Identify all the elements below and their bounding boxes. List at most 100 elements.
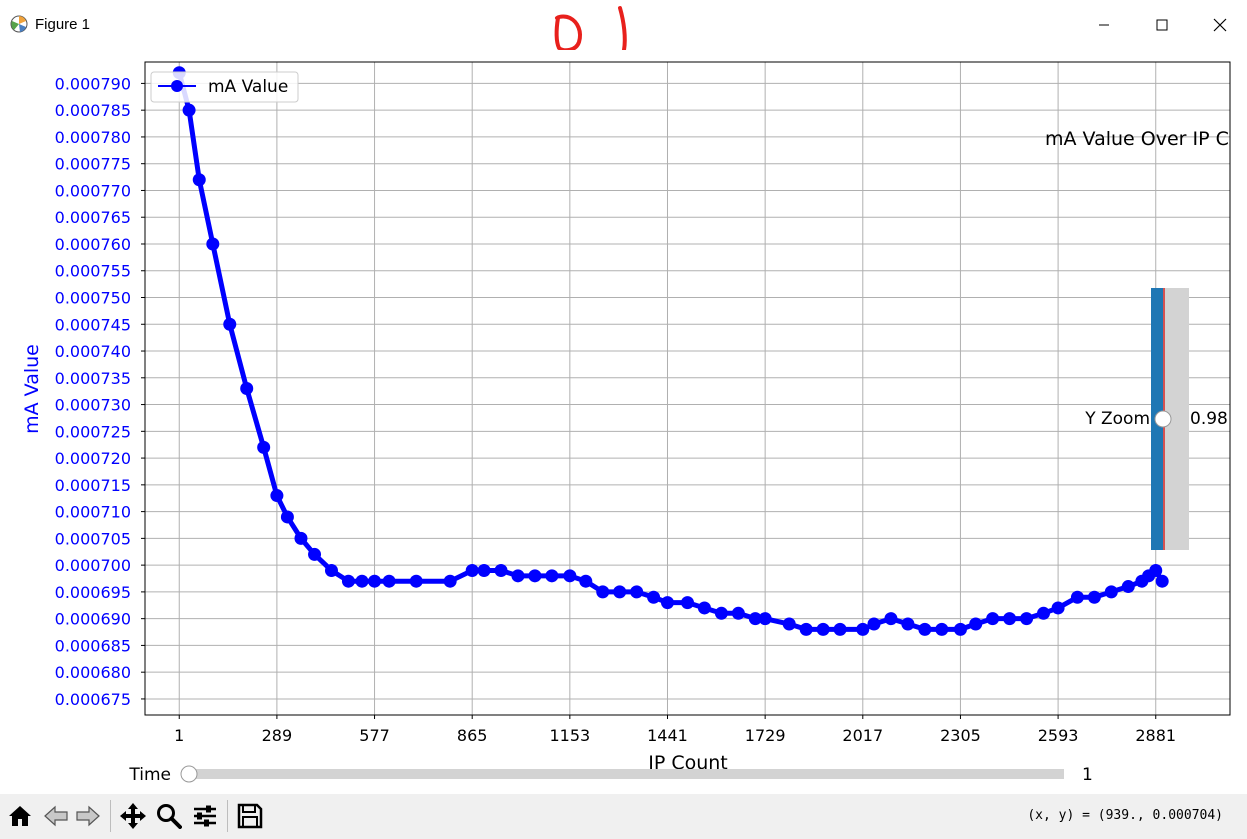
- y-zoom-slider[interactable]: Y Zoom 0.98: [1084, 288, 1228, 550]
- data-point: [1037, 606, 1051, 620]
- y-tick-label: 0.000760: [55, 235, 131, 254]
- data-point: [799, 622, 813, 636]
- data-point: [731, 606, 745, 620]
- y-tick-label: 0.000715: [55, 476, 131, 495]
- x-tick-label: 1729: [745, 726, 786, 745]
- data-point: [355, 574, 369, 588]
- y-tick-label: 0.000750: [55, 289, 131, 308]
- toolbar-separator: [110, 800, 111, 832]
- data-point: [465, 563, 479, 577]
- data-point: [986, 612, 1000, 626]
- data-point: [596, 585, 610, 599]
- data-point: [192, 173, 206, 187]
- plot-area-frame: [144, 61, 1231, 716]
- x-axis-label: IP Count: [648, 752, 728, 774]
- data-point: [368, 574, 382, 588]
- close-button[interactable]: [1191, 0, 1247, 50]
- y-tick-label: 0.000725: [55, 422, 131, 441]
- data-point: [1070, 590, 1084, 604]
- pan-button[interactable]: [118, 801, 148, 831]
- data-point: [206, 237, 220, 251]
- data-point: [1149, 563, 1163, 577]
- data-point: [833, 622, 847, 636]
- zoom-button[interactable]: [154, 801, 184, 831]
- y-zoom-value: 0.98: [1190, 409, 1228, 429]
- data-point: [477, 563, 491, 577]
- minimize-button[interactable]: [1075, 0, 1133, 50]
- data-point: [697, 601, 711, 615]
- y-tick-label: 0.000775: [55, 155, 131, 174]
- time-slider-value: 1: [1082, 765, 1093, 785]
- x-tick-label: 2881: [1135, 726, 1176, 745]
- y-tick-label: 0.000790: [55, 74, 131, 93]
- x-axis-ticks: 1 289 577 865 1153 1441 1729 2017 2305 2593 2881: [174, 715, 1176, 745]
- time-slider-handle[interactable]: [180, 765, 198, 783]
- y-tick-label: 0.000685: [55, 636, 131, 655]
- legend-label: mA Value: [208, 77, 288, 97]
- data-point: [630, 585, 644, 599]
- x-tick-label: 577: [359, 726, 390, 745]
- figure-canvas: 0.000675 0.000680 0.000685 0.000690 0.000695…: [0, 50, 1247, 794]
- data-point: [1003, 612, 1017, 626]
- matplotlib-app-icon: [10, 15, 28, 33]
- home-icon: [9, 806, 31, 826]
- y-axis-ticks: 0.000675 0.000680 0.000685 0.000690 0.000695…: [55, 74, 145, 709]
- x-tick-label: 1: [174, 726, 184, 745]
- data-point: [382, 574, 396, 588]
- data-point: [511, 569, 525, 583]
- y-tick-label: 0.000785: [55, 101, 131, 120]
- save-button[interactable]: [235, 801, 265, 831]
- data-point: [1020, 612, 1034, 626]
- data-point: [528, 569, 542, 583]
- y-tick-label: 0.000740: [55, 342, 131, 361]
- minimize-icon: [1099, 24, 1109, 26]
- home-button[interactable]: [5, 801, 35, 831]
- data-point: [647, 590, 661, 604]
- pan-icon: [120, 803, 146, 829]
- back-button[interactable]: [41, 801, 71, 831]
- data-point: [1087, 590, 1101, 604]
- y-zoom-label: Y Zoom: [1084, 409, 1150, 429]
- y-tick-label: 0.000780: [55, 128, 131, 147]
- close-icon: [1213, 18, 1227, 32]
- y-tick-label: 0.000755: [55, 262, 131, 281]
- x-tick-label: 1153: [549, 726, 590, 745]
- x-tick-label: 2593: [1038, 726, 1079, 745]
- data-point: [714, 606, 728, 620]
- x-tick-label: 289: [262, 726, 293, 745]
- time-slider-track: [183, 769, 1064, 779]
- data-point: [240, 382, 254, 395]
- data-point: [1155, 574, 1169, 588]
- data-point: [748, 612, 762, 626]
- y-tick-label: 0.000695: [55, 583, 131, 602]
- x-tick-label: 2305: [940, 726, 981, 745]
- configure-icon: [194, 805, 216, 827]
- legend: mA Value: [150, 71, 299, 103]
- y-tick-label: 0.000700: [55, 556, 131, 575]
- data-point: [613, 585, 627, 599]
- data-point: [341, 574, 355, 588]
- y-tick-label: 0.000765: [55, 208, 131, 227]
- time-slider-label: Time: [128, 765, 171, 785]
- chart-title: mA Value Over IP C: [1045, 128, 1229, 150]
- y-tick-label: 0.000710: [55, 503, 131, 522]
- data-point: [918, 622, 932, 636]
- data-point: [758, 612, 772, 626]
- data-point: [782, 617, 796, 631]
- navigation-toolbar: (x, y) = (939., 0.000704): [0, 794, 1247, 839]
- configure-subplots-button[interactable]: [190, 801, 220, 831]
- forward-button[interactable]: [73, 801, 103, 831]
- y-tick-label: 0.000720: [55, 449, 131, 468]
- data-point: [257, 440, 271, 454]
- data-point: [856, 622, 870, 636]
- y-tick-label: 0.000735: [55, 369, 131, 388]
- data-point: [1104, 585, 1118, 599]
- y-tick-label: 0.000675: [55, 690, 131, 709]
- data-point: [681, 596, 694, 610]
- y-zoom-handle[interactable]: [1154, 410, 1172, 428]
- time-slider[interactable]: Time 1: [128, 765, 1092, 785]
- maximize-button[interactable]: [1133, 0, 1191, 50]
- cursor-coordinates: (x, y) = (939., 0.000704): [1027, 808, 1223, 823]
- data-point: [294, 531, 308, 545]
- window-titlebar: Figure 1: [0, 0, 1247, 64]
